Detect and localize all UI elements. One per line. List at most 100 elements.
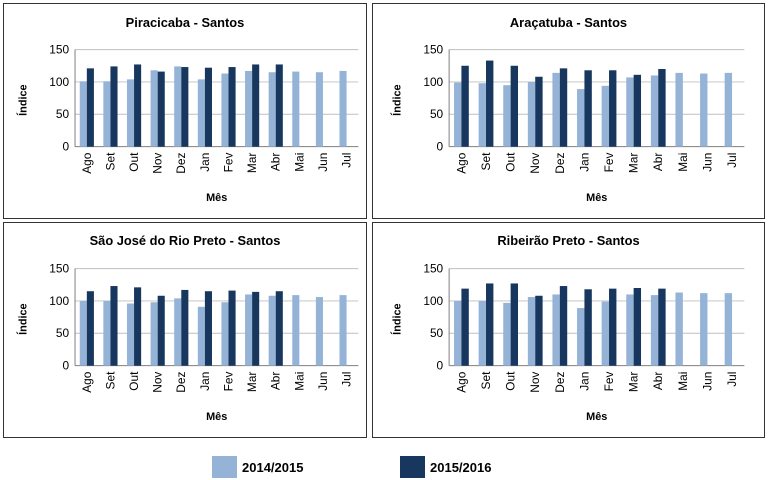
legend-swatch-2014-2015 (212, 456, 237, 478)
bar-2014-2015-jun (700, 73, 708, 147)
bar-2014-2015-mai (292, 295, 300, 366)
bar-2015-2016-set (110, 286, 118, 366)
x-tick-label: Abr (651, 372, 665, 391)
x-tick-label: Mai (676, 372, 690, 391)
y-axis-label: Índice (391, 303, 404, 334)
y-tick-label: 150 (423, 43, 443, 57)
legend-item-2015-2016: 2015/2016 (400, 456, 491, 478)
bar-2014-2015-fev (221, 302, 229, 366)
bar-2014-2015-mar (245, 70, 253, 147)
bar-2014-2015-mar (245, 294, 253, 366)
bar-2014-2015-jun (700, 293, 708, 366)
bar-2014-2015-nov (150, 70, 158, 147)
y-tick-label: 50 (56, 107, 70, 121)
bar-2014-2015-mar (626, 294, 634, 366)
x-tick-label: Mai (292, 372, 306, 391)
y-tick-label: 100 (423, 75, 443, 89)
bar-2014-2015-nov (150, 302, 158, 366)
chart-panel-ribeirao-preto: Ribeirão Preto - Santos 0 50 100 150 Ago Set Ou… (372, 222, 765, 438)
x-tick-label: Ago (454, 371, 468, 393)
x-tick-label: Nov (151, 372, 165, 393)
bar-2015-2016-jan (584, 70, 592, 147)
x-tick-label: Abr (269, 153, 283, 172)
bar-2015-2016-nov (535, 76, 543, 147)
x-tick-label: Nov (151, 153, 165, 174)
bar-2015-2016-dez (181, 67, 189, 147)
bar-2014-2015-nov (527, 297, 536, 366)
x-tick-label: Set (103, 371, 117, 390)
bar-2015-2016-fev (228, 290, 236, 366)
bar-2015-2016-fev (228, 67, 236, 147)
x-tick-label: Abr (651, 153, 665, 172)
x-tick-label: Fev (221, 372, 235, 392)
bar-2014-2015-mai (292, 71, 300, 147)
bar-2014-2015-abr (650, 75, 659, 147)
legend-swatch-2015-2016 (400, 456, 425, 478)
x-tick-label: Mar (627, 153, 641, 173)
x-tick-label: Jun (316, 372, 330, 391)
x-tick-label: Mai (676, 153, 690, 172)
y-axis-label: Índice (16, 303, 29, 334)
bar-2015-2016-abr (658, 288, 666, 366)
bar-2014-2015-mai (675, 292, 683, 366)
bar-2015-2016-set (486, 283, 494, 366)
x-tick-label: Dez (174, 372, 188, 393)
y-tick-label: 0 (437, 359, 444, 373)
bar-2015-2016-jan (584, 289, 592, 366)
bar-2015-2016-dez (181, 289, 189, 366)
bar-2014-2015-jan (197, 306, 205, 366)
chart-legend: 2014/2015 2015/2016 (0, 440, 768, 480)
bar-2015-2016-mar (633, 287, 642, 366)
bar-2014-2015-dez (174, 66, 182, 147)
chart-panel-piracicaba: Piracicaba - Santos 0 50 100 150 Ago Set Out Nov… (3, 3, 367, 219)
bar-2015-2016-mar (252, 64, 260, 147)
bar-2015-2016-abr (275, 64, 283, 147)
bar-2015-2016-jan (204, 67, 212, 147)
y-tick-label: 100 (423, 294, 443, 308)
bar-2015-2016-abr (658, 68, 666, 147)
legend-label-2014-2015: 2014/2015 (242, 459, 304, 475)
legend-label-2015-2016: 2015/2016 (430, 459, 492, 475)
bar-2015-2016-ago (461, 65, 469, 147)
bar-2015-2016-fev (609, 70, 617, 147)
bar-2014-2015-jun (315, 72, 323, 147)
bar-2015-2016-ago (461, 288, 469, 366)
chart-title: Piracicaba - Santos (126, 15, 245, 30)
y-tick-label: 150 (49, 262, 69, 276)
x-tick-label: Jan (577, 153, 591, 172)
bar-2015-2016-out (510, 65, 519, 147)
bar-2014-2015-fev (601, 301, 610, 366)
bar-2014-2015-fev (601, 85, 610, 147)
x-tick-label: Jan (577, 372, 591, 391)
bar-2014-2015-abr (268, 295, 276, 366)
bar-2014-2015-jan (577, 308, 585, 366)
x-tick-label: Jul (340, 372, 354, 387)
bar-2014-2015-set (103, 300, 111, 366)
x-tick-label: Mar (245, 372, 259, 392)
x-tick-label: Ago (80, 152, 94, 174)
chart-title: São José do Rio Preto - Santos (90, 233, 281, 248)
x-tick-label: Abr (269, 372, 283, 391)
bar-2014-2015-jul (339, 70, 347, 147)
bar-2014-2015-mar (626, 77, 634, 147)
bar-2014-2015-set (478, 300, 487, 366)
x-tick-label: Dez (174, 153, 188, 174)
bar-2015-2016-out (134, 64, 142, 147)
y-axis-label: Índice (391, 84, 404, 115)
x-tick-label: Fev (602, 372, 616, 392)
bar-chart-svg: Araçatuba - Santos 0 50 100 150 Ago Set Out Nov D… (391, 15, 745, 204)
bar-2015-2016-set (486, 60, 494, 147)
bar-2015-2016-nov (157, 71, 165, 147)
x-tick-label: Jul (725, 372, 739, 387)
chart-panel-sao-jose-do-rio-preto: São José do Rio Preto - Santos 0 50 100 150 A… (3, 222, 367, 438)
bar-2014-2015-set (103, 81, 111, 147)
x-tick-label: Out (504, 152, 518, 172)
bar-2014-2015-dez (552, 294, 560, 366)
bar-2014-2015-ago (454, 300, 462, 366)
chart-panel-aracatuba: Araçatuba - Santos 0 50 100 150 Ago Set Out Nov D… (372, 3, 765, 219)
bar-2015-2016-abr (275, 291, 283, 366)
bar-chart-svg: Piracicaba - Santos 0 50 100 150 Ago Set Out Nov… (16, 15, 359, 204)
x-tick-label: Nov (528, 372, 542, 393)
bar-2015-2016-nov (157, 295, 165, 366)
y-tick-label: 100 (49, 294, 69, 308)
